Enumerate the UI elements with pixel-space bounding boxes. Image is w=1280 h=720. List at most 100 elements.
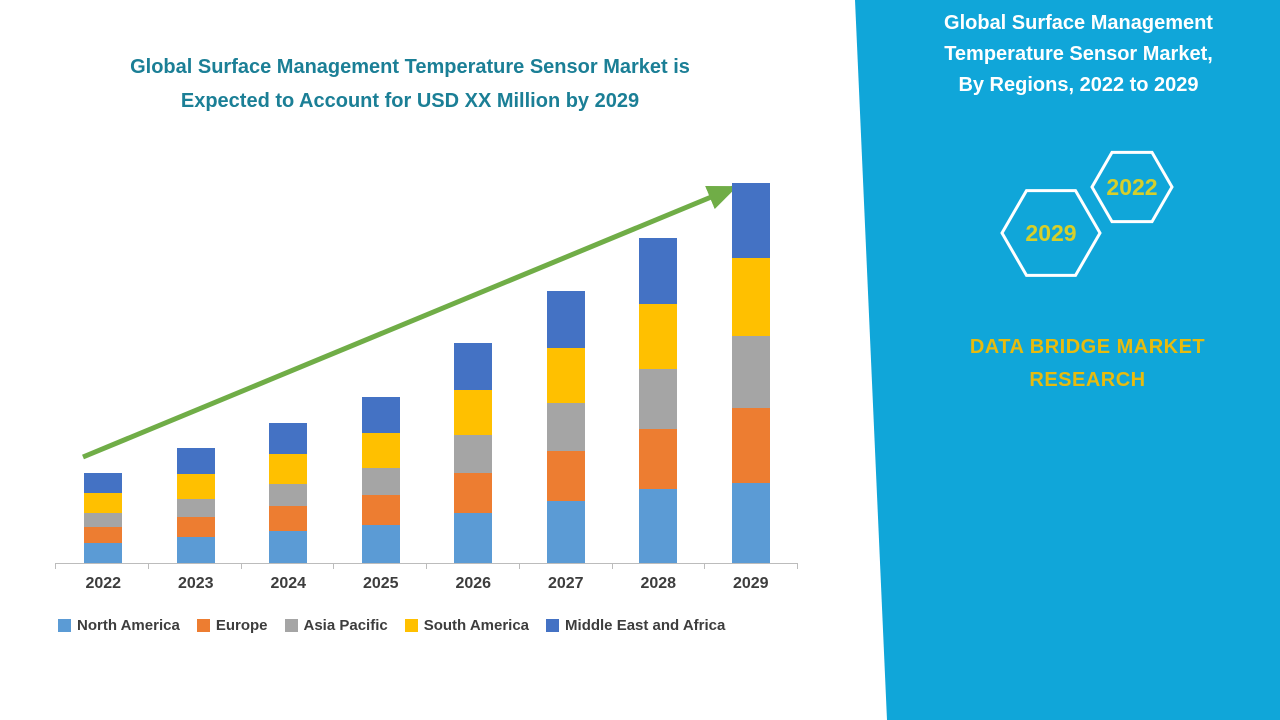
- bar-segment-2024: [269, 506, 308, 531]
- panel-title-line2: Temperature Sensor Market,: [944, 43, 1213, 65]
- x-axis-label-2022: 2022: [85, 575, 122, 592]
- axis-tick: [240, 563, 242, 569]
- hexagon-2029: [1000, 189, 1102, 277]
- panel-title-line3: By Regions, 2022 to 2029: [958, 74, 1199, 96]
- legend-swatch: [546, 619, 560, 632]
- bar-segment-2022: [84, 543, 123, 563]
- panel-title-line1: Global Surface Management: [944, 12, 1213, 34]
- panel-title: Global Surface Management Temperature Se…: [885, 8, 1272, 101]
- bar-segment-2027: [546, 291, 585, 348]
- bar-segment-2027: [546, 451, 585, 501]
- bar-segment-2028: [639, 369, 678, 429]
- bar-segment-2022: [84, 527, 123, 543]
- stacked-bar-2022: [84, 473, 123, 563]
- bar-segment-2029: [731, 483, 770, 563]
- axis-tick: [333, 563, 335, 569]
- axis-tick: [55, 563, 56, 569]
- bar-segment-2025: [361, 397, 400, 433]
- stacked-bar-2028: [639, 238, 678, 563]
- legend-label: South America: [423, 617, 530, 634]
- chart-title-line1: Global Surface Management Temperature Se…: [130, 56, 690, 78]
- bar-segment-2024: [269, 484, 308, 506]
- stacked-bar-2027: [546, 291, 585, 563]
- bar-segment-2025: [361, 525, 400, 563]
- legend-item-north-america: North America: [58, 617, 180, 634]
- chart-title: Global Surface Management Temperature Se…: [45, 50, 775, 118]
- bar-segment-2023: [176, 499, 215, 517]
- bar-segment-2023: [176, 474, 215, 499]
- bar-segment-2024: [269, 531, 308, 563]
- x-axis-label-2028: 2028: [640, 575, 677, 592]
- bar-segment-2026: [454, 343, 493, 390]
- stacked-bar-2024: [269, 423, 308, 563]
- legend-label: Middle East and Africa: [565, 617, 726, 634]
- hexagon-year-2029: 2029: [1025, 220, 1076, 246]
- bar-segment-2029: [731, 258, 770, 336]
- bar-segment-2024: [269, 423, 308, 454]
- legend-item-asia-pacific: Asia Pacific: [284, 617, 388, 634]
- axis-tick: [611, 563, 613, 569]
- bar-segment-2025: [361, 495, 400, 525]
- hexagon-2022: [1090, 150, 1174, 224]
- x-axis-label-2024: 2024: [270, 575, 307, 592]
- bar-segment-2025: [361, 468, 400, 495]
- legend-item-europe: Europe: [196, 617, 268, 634]
- bar-segment-2023: [176, 537, 215, 563]
- legend-swatch: [196, 619, 210, 632]
- x-axis-label-2029: 2029: [732, 575, 769, 592]
- stacked-bar-2026: [454, 343, 493, 563]
- legend-label: North America: [77, 617, 180, 634]
- x-axis-label-2025: 2025: [362, 575, 399, 592]
- bar-segment-2029: [731, 183, 770, 258]
- bar-segment-2023: [176, 448, 215, 474]
- legend-swatch: [284, 619, 298, 632]
- bar-segment-2022: [84, 493, 123, 513]
- bar-segment-2026: [454, 473, 493, 513]
- bar-segment-2028: [639, 238, 678, 304]
- legend-swatch: [404, 619, 418, 632]
- chart-legend: North America Europe Asia Pacific South Ame…: [58, 617, 725, 634]
- bar-segment-2027: [546, 403, 585, 451]
- bar-segment-2026: [454, 513, 493, 563]
- stacked-bar-2029: [731, 183, 770, 563]
- brand-line2: RESEARCH: [1029, 369, 1146, 391]
- bar-segment-2026: [454, 435, 493, 473]
- x-axis-label-2027: 2027: [547, 575, 584, 592]
- bar-segment-2023: [176, 517, 215, 537]
- bar-segment-2026: [454, 390, 493, 435]
- brand-name: DATA BRIDGE MARKET RESEARCH: [895, 331, 1280, 397]
- bar-segment-2022: [84, 473, 123, 493]
- stacked-bar-2025: [361, 397, 400, 563]
- x-axis-label-2026: 2026: [455, 575, 492, 592]
- chart-title-line2: Expected to Account for USD XX Million b…: [180, 90, 640, 112]
- axis-tick: [704, 563, 706, 569]
- bar-segment-2027: [546, 501, 585, 563]
- bar-segment-2022: [84, 513, 123, 527]
- bar-segment-2029: [731, 408, 770, 483]
- legend-label: Europe: [215, 617, 268, 634]
- bar-segment-2028: [639, 429, 678, 489]
- legend-item-middle-east-and-africa: Middle East and Africa: [546, 617, 725, 634]
- brand-line1: DATA BRIDGE MARKET: [969, 336, 1206, 358]
- bar-segment-2025: [361, 433, 400, 468]
- x-axis-label-2023: 2023: [177, 575, 214, 592]
- plot-area: [57, 171, 797, 563]
- legend-label: Asia Pacific: [303, 617, 388, 634]
- hexagon-year-2022: 2022: [1106, 174, 1157, 200]
- axis-tick: [147, 563, 149, 569]
- bar-segment-2027: [546, 348, 585, 403]
- year-hexagons: 2022 2029: [1000, 150, 1174, 277]
- bar-segment-2028: [639, 304, 678, 369]
- axis-tick: [518, 563, 520, 569]
- axis-tick: [797, 563, 798, 569]
- bar-segment-2028: [639, 489, 678, 563]
- axis-tick: [426, 563, 427, 569]
- bar-segment-2024: [269, 454, 308, 484]
- legend-item-south-america: South America: [404, 617, 530, 634]
- bar-segment-2029: [731, 336, 770, 408]
- stacked-bar-2023: [176, 448, 215, 563]
- legend-swatch: [58, 619, 71, 632]
- brand-panel: Global Surface Management Temperature Se…: [855, 0, 1280, 720]
- x-axis-labels: 2022 2023 2024 2025 2026 2027 2028 2029: [57, 575, 797, 593]
